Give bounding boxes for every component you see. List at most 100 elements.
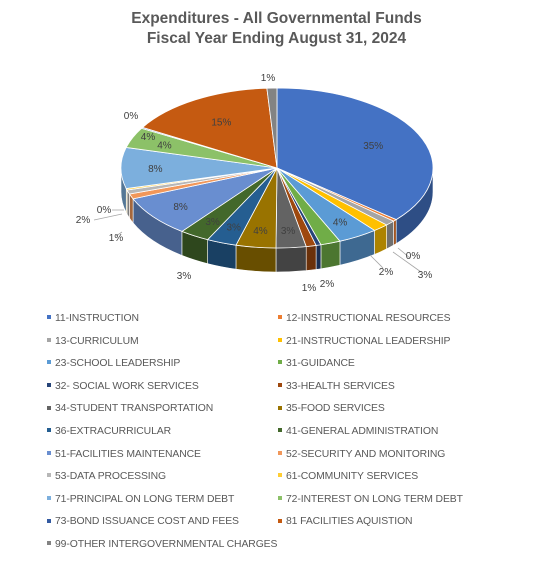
legend-swatch [278, 383, 282, 388]
legend-label: 12-INSTRUCTIONAL RESOURCES [286, 313, 451, 324]
legend-item: 32- SOCIAL WORK SERVICES [47, 381, 199, 392]
pie-side-8 [305, 245, 317, 271]
legend-swatch [278, 360, 282, 365]
legend-item: 36-EXTRACURRICULAR [47, 426, 171, 437]
legend-label: 73-BOND ISSUANCE COST AND FEES [55, 516, 239, 528]
legend-item: 81 FACILITIES AQUISTION [278, 516, 413, 528]
legend-swatch [47, 428, 51, 433]
legend-swatch [278, 405, 282, 410]
legend-item: 41-GENERAL ADMINISTRATION [278, 426, 438, 437]
outside-label-8: 2% [76, 215, 91, 226]
outside-label-6: 3% [177, 271, 192, 282]
leader-line-3 [369, 254, 384, 269]
legend-item: 12-INSTRUCTIONAL RESOURCES [278, 313, 451, 324]
leader-line-1 [397, 247, 411, 259]
pie-slice-1 [276, 87, 434, 221]
pie-slice-20 [141, 87, 278, 169]
legend-swatch [47, 360, 51, 365]
legend-item: 31-GUIDANCE [278, 358, 355, 369]
pie-label-9: 3% [281, 226, 296, 237]
legend-item: 34-STUDENT TRANSPORTATION [47, 403, 213, 414]
legend-swatch [47, 337, 51, 342]
leader-line-8 [93, 213, 123, 221]
pie-label-19: 0% [124, 111, 139, 122]
pie-slice-21 [266, 87, 278, 169]
outside-label-1: 0% [406, 251, 421, 262]
pie-label-20: 15% [211, 118, 231, 129]
pie-label-1: 35% [363, 141, 383, 152]
pie-side-2 [393, 219, 397, 246]
legend-label: 36-EXTRACURRICULAR [55, 426, 171, 437]
chart-title: Expenditures - All Governmental Funds [131, 10, 422, 27]
legend-item: 71-PRINCIPAL ON LONG TERM DEBT [47, 494, 234, 505]
legend-label: 11-INSTRUCTION [55, 313, 139, 324]
legend-label: 51-FACILITIES MAINTENANCE [55, 448, 201, 460]
legend-label: 72-INTEREST ON LONG TERM DEBT [286, 493, 463, 505]
outside-label-7: 1% [109, 233, 124, 244]
legend-label: 71-PRINCIPAL ON LONG TERM DEBT [55, 493, 235, 505]
legend-item: 73-BOND ISSUANCE COST AND FEES [47, 516, 239, 527]
legend-item: 72-INTEREST ON LONG TERM DEBT [278, 494, 463, 505]
legend-label: 35-FOOD SERVICES [286, 403, 385, 415]
outside-label-4: 1% [302, 283, 317, 294]
outside-label-5: 2% [320, 279, 335, 290]
legend-swatch [47, 315, 51, 320]
legend-item: 52-SECURITY AND MONITORING [278, 449, 445, 460]
pie-side-3 [386, 220, 394, 250]
legend-swatch [47, 450, 51, 455]
pie-label-13: 8% [173, 202, 188, 213]
legend-swatch [278, 450, 282, 455]
legend-item: 11-INSTRUCTION [47, 313, 139, 324]
pie-label-11: 3% [227, 222, 242, 233]
legend-swatch [278, 496, 282, 501]
pie-side-15 [126, 188, 130, 219]
chart-subtitle: Fiscal Year Ending August 31, 2024 [146, 30, 407, 47]
legend-label: 53-DATA PROCESSING [55, 471, 166, 483]
legend-item: 13-CURRICULUM [47, 336, 139, 347]
legend-label: 61-COMMUNITY SERVICES [286, 471, 419, 483]
legend-label: 21-INSTRUCTIONAL LEADERSHIP [286, 335, 451, 347]
legend-label: 34-STUDENT TRANSPORTATION [55, 403, 214, 415]
outside-label-2: 3% [418, 270, 433, 281]
pie-label-18: 4% [141, 132, 156, 143]
legend-swatch [47, 496, 51, 501]
legend-label: 81 FACILITIES AQUISTION [286, 516, 413, 528]
leader-line-2 [392, 251, 422, 273]
legend-swatch [278, 337, 282, 342]
legend-label: 33-HEALTH SERVICES [286, 380, 395, 392]
legend-swatch [278, 473, 282, 478]
legend-swatch [278, 315, 282, 320]
pie-label-10: 4% [253, 226, 268, 237]
pie-side-7 [315, 244, 322, 270]
legend-item: 35-FOOD SERVICES [278, 403, 385, 414]
legend-label: 13-CURRICULUM [55, 335, 139, 347]
legend-item: 51-FACILITIES MAINTENANCE [47, 449, 201, 460]
legend-label: 32- SOCIAL WORK SERVICES [55, 380, 199, 392]
pie-chart: 35%4%3%4%3%3%8%8%4%15%0%3%2%1% 2%3%1%2%0%… [76, 73, 434, 294]
legend-swatch [47, 518, 51, 523]
pie-label-17: 8% [148, 164, 163, 175]
pie-side-9 [275, 246, 307, 273]
legend-label: 52-SECURITY AND MONITORING [286, 448, 446, 460]
legend-item: 99-OTHER INTERGOVERNMENTAL CHARGES [47, 539, 277, 550]
legend-label: 99-OTHER INTERGOVERNMENTAL CHARGES [55, 539, 278, 550]
outside-label-3: 2% [379, 267, 394, 278]
legend-label: 41-GENERAL ADMINISTRATION [286, 426, 439, 437]
legend-label: 23-SCHOOL LEADERSHIP [55, 358, 181, 370]
legend-item: 33-HEALTH SERVICES [278, 381, 395, 392]
legend-item: 61-COMMUNITY SERVICES [278, 471, 418, 482]
legend-item: 53-DATA PROCESSING [47, 471, 166, 482]
legend-swatch [278, 518, 282, 523]
legend-label: 31-GUIDANCE [286, 358, 355, 370]
pie-label-12: 3% [205, 217, 220, 228]
legend-item: 21-INSTRUCTIONAL LEADERSHIP [278, 336, 450, 347]
pie-label-21: 1% [261, 73, 276, 84]
pie-label-5: 4% [333, 217, 348, 228]
legend-swatch [47, 541, 51, 546]
pie-label-18: 4% [157, 140, 172, 151]
legend-swatch [47, 383, 51, 388]
outside-label-9: 0% [97, 205, 112, 216]
pie-side-10 [235, 244, 277, 273]
pie-side-6 [320, 240, 341, 270]
legend-swatch [47, 473, 51, 478]
